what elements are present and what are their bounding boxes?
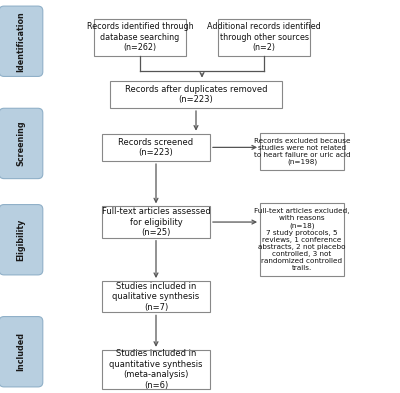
FancyBboxPatch shape: [102, 281, 210, 312]
Text: Records identified through
database searching
(n=262): Records identified through database sear…: [87, 22, 193, 52]
FancyBboxPatch shape: [260, 204, 344, 276]
Text: Additional records identified
through other sources
(n=2): Additional records identified through ot…: [207, 22, 321, 52]
FancyBboxPatch shape: [110, 81, 282, 108]
Text: Screening: Screening: [16, 121, 26, 166]
Text: Studies included in
quantitative synthesis
(meta-analysis)
(n=6): Studies included in quantitative synthes…: [109, 349, 203, 389]
Text: Records after duplicates removed
(n=223): Records after duplicates removed (n=223): [125, 84, 267, 104]
Text: Studies included in
qualitative synthesis
(n=7): Studies included in qualitative synthesi…: [112, 282, 200, 312]
Text: Full-text articles excluded,
with reasons
(n=18)
7 study protocols, 5
reviews, 1: Full-text articles excluded, with reason…: [254, 208, 350, 271]
Text: Eligibility: Eligibility: [16, 219, 26, 261]
Text: Records screened
(n=223): Records screened (n=223): [118, 138, 194, 157]
FancyBboxPatch shape: [0, 204, 43, 275]
Text: Full-text articles assessed
for eligibility
(n=25): Full-text articles assessed for eligibil…: [102, 207, 210, 237]
FancyBboxPatch shape: [218, 18, 310, 56]
FancyBboxPatch shape: [102, 206, 210, 238]
FancyBboxPatch shape: [102, 350, 210, 389]
FancyBboxPatch shape: [102, 134, 210, 161]
FancyBboxPatch shape: [0, 6, 43, 76]
FancyBboxPatch shape: [0, 108, 43, 178]
FancyBboxPatch shape: [260, 133, 344, 171]
FancyBboxPatch shape: [94, 18, 186, 56]
FancyBboxPatch shape: [0, 317, 43, 387]
Text: Records excluded because
studies were not related
to heart failure or uric acid
: Records excluded because studies were no…: [254, 138, 350, 165]
Text: Included: Included: [16, 332, 26, 371]
Text: Identification: Identification: [16, 11, 26, 72]
